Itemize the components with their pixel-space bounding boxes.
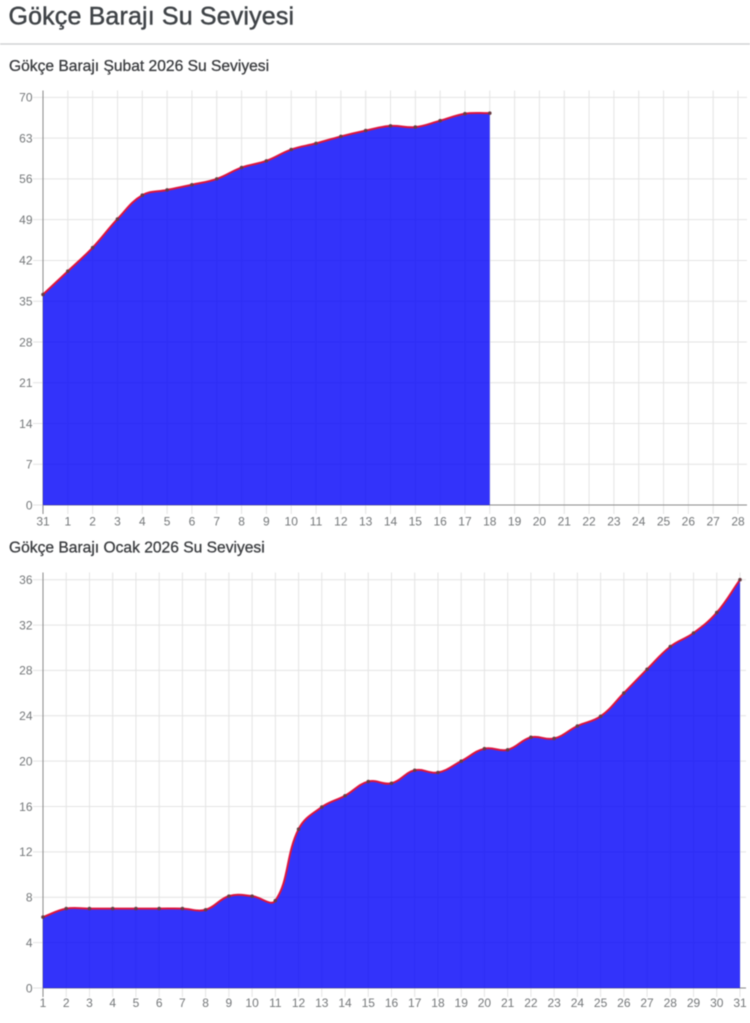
svg-text:16: 16 [433,515,447,529]
svg-text:27: 27 [640,996,654,1010]
svg-text:16: 16 [19,800,33,814]
svg-text:18: 18 [483,515,497,529]
svg-text:63: 63 [19,131,33,145]
svg-text:28: 28 [731,515,745,529]
svg-text:4: 4 [139,515,146,529]
svg-text:0: 0 [26,981,33,995]
svg-text:31: 31 [733,996,747,1010]
svg-text:9: 9 [263,515,270,529]
svg-text:25: 25 [657,515,671,529]
svg-text:Gökçe Barajı Şubat 2026 Su Sev: Gökçe Barajı Şubat 2026 Su Seviyesi [9,58,269,75]
svg-text:15: 15 [409,515,423,529]
svg-text:3: 3 [114,515,121,529]
svg-text:16: 16 [385,996,399,1010]
svg-text:2: 2 [89,515,96,529]
svg-text:13: 13 [359,515,373,529]
svg-text:Gökçe Barajı Ocak 2026 Su Sevi: Gökçe Barajı Ocak 2026 Su Seviyesi [9,539,265,556]
svg-text:22: 22 [524,996,538,1010]
svg-text:20: 20 [533,515,547,529]
svg-text:11: 11 [269,996,282,1010]
svg-text:12: 12 [292,996,306,1010]
svg-text:25: 25 [594,996,608,1010]
svg-text:5: 5 [133,996,140,1010]
svg-text:10: 10 [285,515,299,529]
svg-text:18: 18 [431,996,445,1010]
svg-text:1: 1 [40,996,47,1010]
svg-text:56: 56 [19,172,33,186]
svg-text:30: 30 [710,996,724,1010]
svg-text:5: 5 [164,515,171,529]
svg-text:24: 24 [571,996,585,1010]
svg-text:21: 21 [19,376,33,390]
svg-text:15: 15 [362,996,376,1010]
svg-text:11: 11 [310,515,323,529]
svg-text:29: 29 [687,996,701,1010]
svg-text:31: 31 [36,515,50,529]
svg-text:20: 20 [478,996,492,1010]
svg-text:8: 8 [238,515,245,529]
svg-text:7: 7 [179,996,186,1010]
svg-text:2: 2 [63,996,70,1010]
svg-text:24: 24 [632,515,646,529]
svg-text:21: 21 [501,996,515,1010]
svg-text:13: 13 [315,996,329,1010]
svg-text:12: 12 [334,515,348,529]
svg-text:35: 35 [19,295,33,309]
svg-text:Gökçe Barajı Su Seviyesi: Gökçe Barajı Su Seviyesi [9,3,295,31]
svg-text:70: 70 [19,91,33,105]
svg-text:49: 49 [19,213,33,227]
svg-text:4: 4 [26,936,33,950]
svg-text:26: 26 [682,515,696,529]
svg-text:3: 3 [86,996,93,1010]
svg-text:17: 17 [408,996,422,1010]
svg-text:27: 27 [707,515,721,529]
svg-text:12: 12 [19,845,33,859]
svg-text:28: 28 [19,664,33,678]
svg-text:22: 22 [582,515,596,529]
svg-text:26: 26 [617,996,631,1010]
svg-text:36: 36 [19,573,33,587]
svg-text:28: 28 [19,335,33,349]
svg-text:6: 6 [189,515,196,529]
svg-text:23: 23 [607,515,621,529]
svg-text:23: 23 [547,996,561,1010]
svg-text:17: 17 [458,515,472,529]
svg-text:0: 0 [26,498,33,512]
svg-text:9: 9 [226,996,233,1010]
svg-text:10: 10 [245,996,259,1010]
svg-text:8: 8 [26,891,33,905]
svg-text:6: 6 [156,996,163,1010]
svg-text:42: 42 [19,254,33,268]
svg-text:14: 14 [338,996,352,1010]
svg-text:28: 28 [664,996,678,1010]
svg-text:32: 32 [19,618,33,632]
svg-text:24: 24 [19,709,33,723]
svg-text:14: 14 [19,417,33,431]
svg-text:7: 7 [213,515,220,529]
svg-text:19: 19 [508,515,522,529]
svg-text:7: 7 [26,458,33,472]
svg-text:4: 4 [109,996,116,1010]
svg-text:20: 20 [19,754,33,768]
svg-text:8: 8 [202,996,209,1010]
svg-text:1: 1 [64,515,71,529]
svg-text:14: 14 [384,515,398,529]
svg-text:19: 19 [455,996,469,1010]
svg-text:21: 21 [558,515,572,529]
